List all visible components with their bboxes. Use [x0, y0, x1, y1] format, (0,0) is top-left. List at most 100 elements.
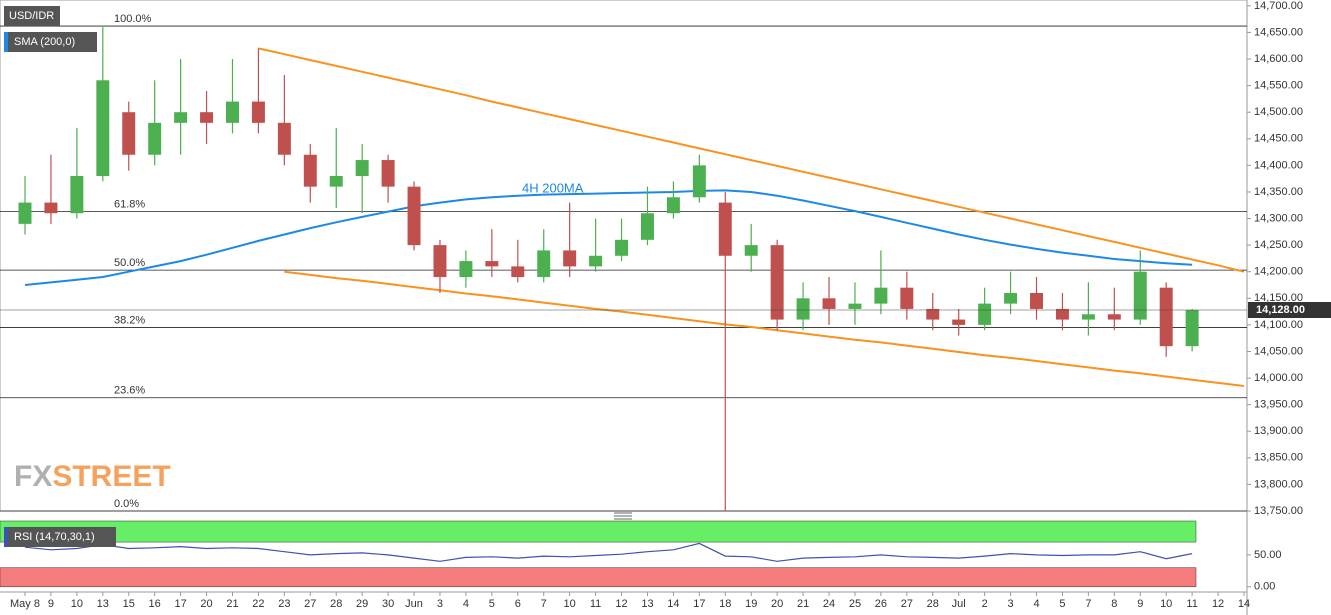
candle-body	[589, 255, 603, 267]
legend-swatch	[4, 32, 8, 52]
x-tick-label: May 8	[10, 598, 40, 610]
series-line	[24, 189, 1193, 286]
x-tick-label: 17	[174, 598, 186, 610]
candle-body	[407, 186, 421, 246]
candle-body	[96, 80, 110, 177]
x-tick-label: 16	[149, 598, 161, 610]
series-line	[258, 47, 1245, 273]
candle-body	[718, 202, 732, 256]
candle-body	[537, 250, 551, 278]
candle-body	[329, 176, 343, 187]
candle-body	[459, 261, 473, 278]
legend-item[interactable]: SMA (200,0)	[4, 32, 97, 52]
candle-body	[1133, 271, 1147, 320]
candle-body	[355, 160, 369, 177]
legend-label: USD/IDR	[9, 10, 54, 22]
candle-body	[1159, 287, 1173, 347]
candle-body	[277, 122, 291, 155]
candle-body	[1185, 310, 1199, 347]
y-tick-label: 14,250.00	[1254, 239, 1303, 251]
rsi-legend[interactable]: RSI (14,70,30,1)	[4, 527, 116, 547]
x-tick-label: 30	[382, 598, 394, 610]
candle-body	[1081, 314, 1095, 320]
candle-body	[770, 245, 784, 320]
candle-body	[1030, 292, 1043, 309]
x-tick-label: 9	[48, 598, 54, 610]
x-tick-label: 20	[771, 598, 783, 610]
x-tick-label: 22	[252, 598, 264, 610]
x-tick-label: 3	[1008, 598, 1014, 610]
candle-body	[70, 176, 84, 214]
candle-body	[433, 245, 447, 278]
y-tick-label: 13,800.00	[1254, 478, 1303, 490]
fib-label: 50.0%	[114, 257, 145, 269]
y-tick-label: 14,700.00	[1254, 0, 1303, 12]
x-tick-label: 4	[1033, 598, 1039, 610]
candle-body	[640, 213, 654, 240]
legend-label: SMA (200,0)	[14, 36, 75, 48]
candle-body	[1004, 292, 1018, 304]
candle-body	[381, 160, 395, 187]
fib-label: 100.0%	[114, 13, 152, 25]
candle-body	[251, 101, 265, 123]
legend-item[interactable]: USD/IDR	[4, 6, 60, 26]
x-tick-label: 28	[927, 598, 939, 610]
fib-label: 61.8%	[114, 199, 145, 211]
candle-body	[1055, 308, 1069, 320]
y-tick-label: 13,950.00	[1254, 399, 1303, 411]
legend-box	[4, 32, 97, 52]
candle-body	[174, 112, 188, 123]
y-tick-label: 14,350.00	[1254, 186, 1303, 198]
x-tick-label: 3	[437, 598, 443, 610]
x-tick-label: 17	[693, 598, 705, 610]
candle-body	[744, 245, 758, 256]
y-tick-label: 14,450.00	[1254, 133, 1303, 145]
rsi-legend-label: RSI (14,70,30,1)	[14, 531, 95, 543]
series-line	[284, 270, 1245, 387]
x-tick-label: 27	[901, 598, 913, 610]
x-tick-label: 10	[1160, 598, 1172, 610]
x-tick-label: 18	[719, 598, 731, 610]
x-tick-label: 12	[1212, 598, 1224, 610]
candle-body	[692, 165, 706, 198]
y-tick-label: 14,200.00	[1254, 266, 1303, 278]
y-tick-label: 13,850.00	[1254, 452, 1303, 464]
y-tick-label: 14,650.00	[1254, 26, 1303, 38]
x-tick-label: 10	[564, 598, 576, 610]
y-tick-label: 14,600.00	[1254, 53, 1303, 65]
rsi-line	[24, 542, 1193, 562]
last-price-label: 14,128.00	[1256, 304, 1305, 316]
x-tick-label: 15	[123, 598, 135, 610]
oversold-zone	[0, 567, 1197, 588]
rsi-legend-swatch	[4, 527, 8, 547]
y-tick-label: 14,000.00	[1254, 372, 1303, 384]
panel-handle[interactable]	[614, 512, 632, 520]
candle-body	[485, 261, 499, 267]
candle-body	[511, 266, 525, 278]
x-tick-label: 12	[615, 598, 627, 610]
annotation: 4H 200MA	[522, 180, 584, 195]
fib-label: 23.6%	[114, 385, 145, 397]
x-tick-label: 26	[875, 598, 887, 610]
x-tick-label: 4	[463, 598, 469, 610]
x-tick-label: 14	[1238, 598, 1250, 610]
candle-body	[900, 287, 914, 309]
candle-body	[18, 202, 32, 224]
candle-body	[563, 250, 577, 267]
candle-body	[615, 239, 629, 256]
candle-body	[874, 287, 888, 304]
y-tick-label: 14,100.00	[1254, 319, 1303, 331]
candle-body	[122, 112, 136, 155]
candle-body	[952, 319, 966, 325]
x-tick-label: 13	[641, 598, 653, 610]
x-tick-label: 5	[1059, 598, 1065, 610]
x-tick-label: 28	[330, 598, 342, 610]
x-tick-label: 25	[849, 598, 861, 610]
watermark-part: STREET	[52, 460, 170, 493]
overbought-zone	[0, 520, 1197, 543]
x-tick-label: 19	[745, 598, 757, 610]
x-tick-label: 8	[1111, 598, 1117, 610]
x-tick-label: 23	[278, 598, 290, 610]
